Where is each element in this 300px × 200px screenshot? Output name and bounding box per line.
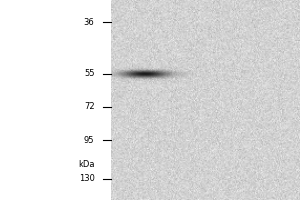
Text: 95: 95 <box>84 136 94 145</box>
Text: 130: 130 <box>79 174 94 183</box>
Text: 55: 55 <box>84 69 94 78</box>
Text: kDa: kDa <box>78 160 94 169</box>
Text: 72: 72 <box>84 102 94 111</box>
Text: 36: 36 <box>84 18 94 27</box>
